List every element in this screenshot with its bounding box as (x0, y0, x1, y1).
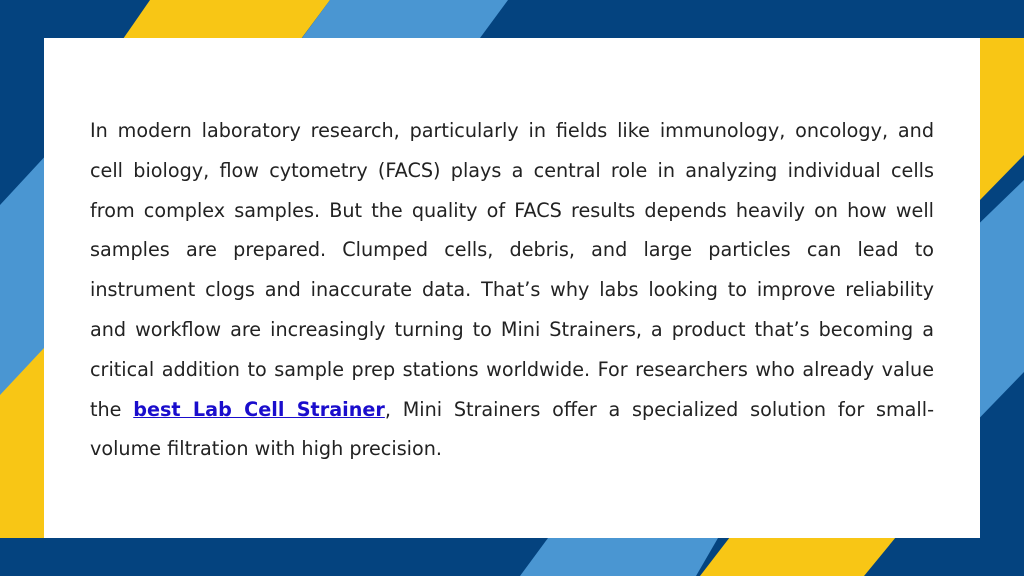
right-yellow-stripe (980, 38, 1024, 200)
bottom-blue-stripe (520, 538, 718, 576)
left-yellow-stripe (0, 348, 44, 540)
content-card (44, 38, 980, 538)
top-blue-stripe (302, 0, 508, 38)
body-text-after-link: , Mini Strainers offer a specialized sol… (90, 397, 935, 461)
body-text-before-link: In modern laboratory research, particula… (90, 119, 934, 421)
body-paragraph: In modern laboratory research, particula… (90, 111, 934, 469)
bottom-navy-band (0, 538, 520, 576)
lab-cell-strainer-link[interactable]: best Lab Cell Strainer (133, 397, 385, 421)
